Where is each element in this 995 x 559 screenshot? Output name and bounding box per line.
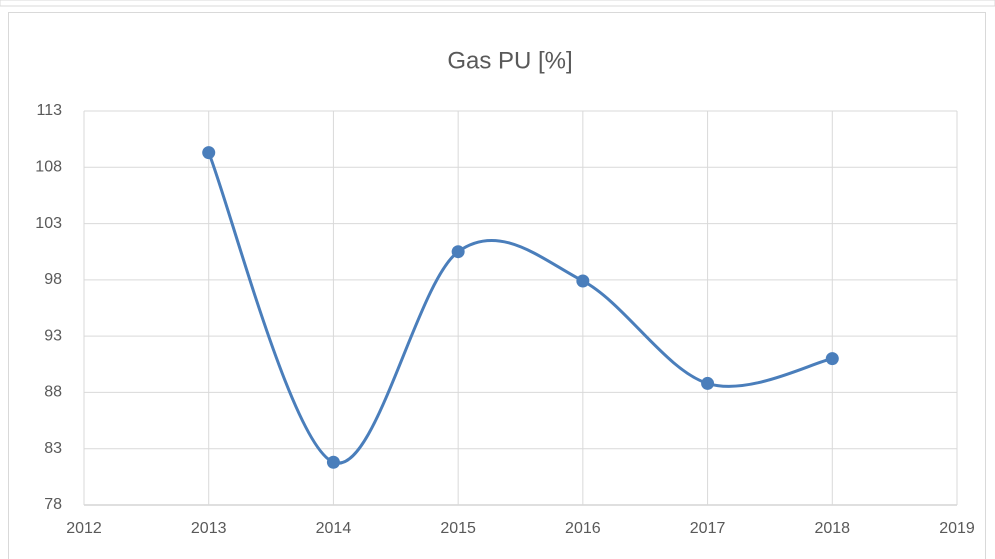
x-tick-label: 2019 <box>939 520 975 537</box>
y-tick-label: 113 <box>36 102 62 119</box>
data-point <box>701 376 715 390</box>
y-tick-label: 98 <box>44 271 62 288</box>
x-tick-label: 2016 <box>565 520 601 537</box>
previous-frame <box>0 0 995 7</box>
y-tick-label: 108 <box>35 159 62 176</box>
chart-frame <box>8 12 986 559</box>
chart-title: Gas PU [%] <box>447 47 572 74</box>
data-point <box>326 455 340 469</box>
data-point <box>202 146 216 160</box>
x-tick-label: 2014 <box>316 520 352 537</box>
y-tick-label: 83 <box>44 440 62 457</box>
y-tick-label: 93 <box>44 327 62 344</box>
y-tick-label: 103 <box>35 215 62 232</box>
x-tick-label: 2015 <box>440 520 476 537</box>
x-tick-label: 2017 <box>690 520 726 537</box>
y-tick-label: 88 <box>44 384 62 401</box>
data-point <box>451 245 465 259</box>
x-tick-label: 2012 <box>66 520 102 537</box>
y-tick-label: 78 <box>44 496 62 513</box>
data-point <box>825 352 839 366</box>
x-tick-label: 2013 <box>191 520 227 537</box>
x-tick-label: 2018 <box>814 520 850 537</box>
data-point <box>576 274 590 288</box>
